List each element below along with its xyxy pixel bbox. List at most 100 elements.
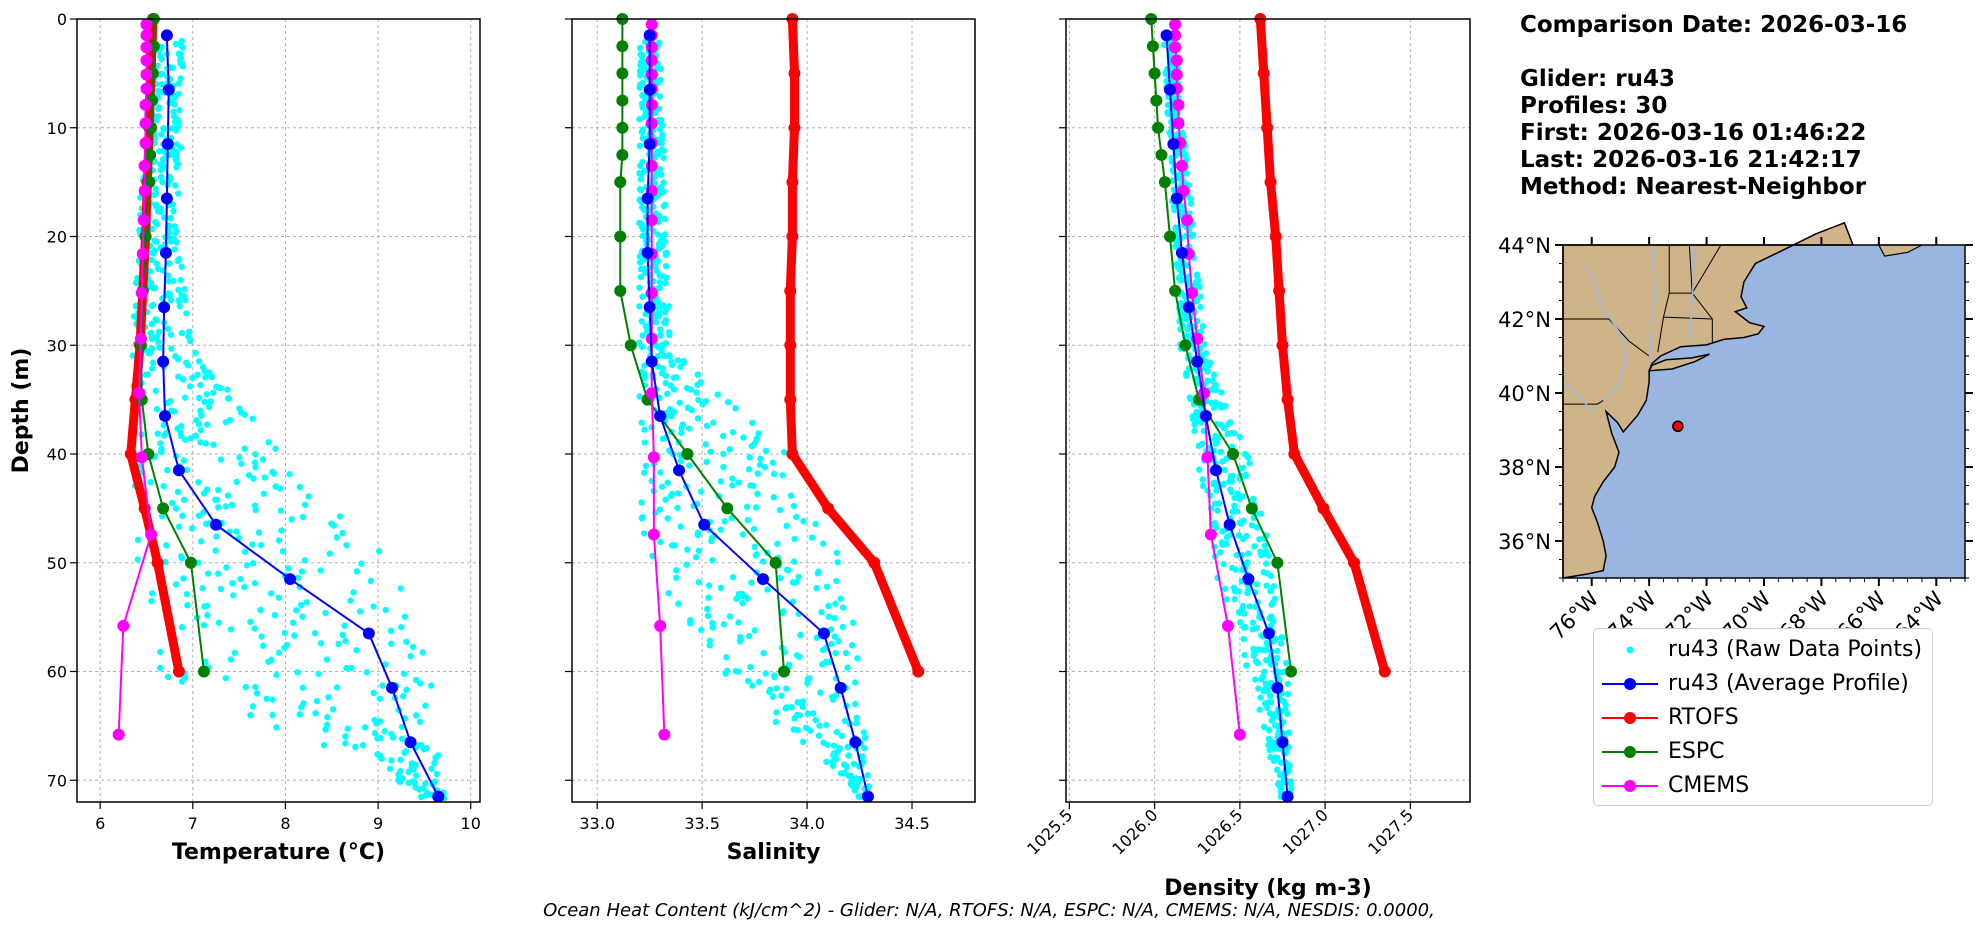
raw-data-point	[249, 541, 256, 548]
raw-data-point	[853, 714, 860, 721]
raw-data-point	[666, 352, 673, 360]
raw-data-point	[1209, 377, 1216, 384]
glider-point	[1182, 301, 1195, 314]
raw-data-point	[745, 632, 753, 640]
raw-data-point	[291, 632, 298, 639]
raw-data-point	[296, 483, 303, 491]
raw-data-point	[637, 187, 645, 194]
raw-data-point	[156, 148, 163, 155]
espc-point	[1146, 40, 1159, 53]
legend-item-raw: ru43 (Raw Data Points)	[1600, 635, 1930, 665]
raw-data-point	[744, 677, 752, 685]
cmems-point	[136, 247, 149, 260]
raw-data-point	[655, 39, 663, 46]
x-tick-label: 8	[280, 814, 290, 833]
espc-point	[184, 556, 197, 569]
raw-data-point	[1183, 170, 1190, 177]
raw-data-point	[1257, 694, 1264, 701]
raw-data-point	[833, 577, 840, 585]
raw-data-point	[754, 490, 761, 498]
raw-data-point	[273, 724, 280, 731]
raw-data-point	[1262, 560, 1270, 567]
raw-data-point	[1239, 464, 1247, 471]
raw-data-point	[160, 421, 167, 429]
raw-data-point	[200, 621, 208, 629]
raw-data-point	[1189, 416, 1197, 423]
raw-data-point	[275, 537, 283, 544]
raw-data-point	[177, 422, 185, 430]
raw-data-point	[1272, 722, 1279, 729]
raw-data-point	[1228, 564, 1236, 572]
raw-data-point	[661, 238, 669, 245]
raw-data-point	[281, 629, 289, 637]
raw-data-point	[1284, 680, 1292, 688]
raw-data-point	[1212, 432, 1219, 440]
raw-data-point	[299, 613, 306, 620]
raw-data-point	[841, 717, 849, 725]
raw-data-point	[179, 376, 187, 383]
raw-data-point	[257, 541, 265, 549]
raw-data-point	[186, 337, 194, 345]
raw-data-point	[326, 550, 334, 557]
raw-data-point	[148, 320, 156, 328]
raw-data-point	[371, 730, 379, 737]
glider-point	[1191, 355, 1204, 368]
glider-point	[654, 409, 667, 422]
raw-data-point	[156, 344, 163, 351]
raw-data-point	[1240, 635, 1248, 643]
raw-data-point	[173, 164, 180, 171]
raw-data-point	[178, 624, 186, 631]
raw-data-point	[695, 578, 703, 586]
raw-data-point	[673, 567, 680, 574]
raw-data-point	[759, 558, 767, 565]
raw-data-point	[747, 482, 754, 489]
raw-data-point	[732, 404, 739, 412]
raw-data-point	[1210, 371, 1218, 379]
raw-data-point	[134, 536, 142, 544]
raw-data-point	[862, 734, 869, 742]
raw-data-point	[639, 293, 646, 300]
raw-data-point	[674, 357, 682, 364]
raw-data-point	[222, 674, 230, 682]
cmems-point	[645, 387, 658, 400]
raw-data-point	[678, 429, 685, 437]
raw-data-point	[231, 649, 238, 657]
raw-data-point	[1271, 745, 1279, 752]
raw-data-point	[323, 656, 331, 663]
raw-data-point	[241, 548, 249, 556]
raw-data-point	[658, 345, 665, 352]
raw-data-point	[158, 173, 165, 181]
raw-data-point	[1169, 177, 1176, 184]
raw-data-point	[1256, 706, 1263, 713]
glider-point	[834, 681, 847, 694]
raw-data-point	[370, 603, 377, 610]
raw-data-point	[1224, 421, 1232, 428]
x-tick-label: 33.0	[579, 814, 615, 833]
raw-data-point	[227, 626, 235, 633]
raw-data-point	[664, 390, 671, 398]
raw-data-point	[251, 625, 258, 632]
rtofs-point	[1348, 556, 1361, 569]
raw-data-point	[148, 365, 156, 372]
raw-data-point	[174, 488, 182, 496]
raw-data-point	[252, 683, 259, 691]
raw-data-point	[1233, 508, 1241, 515]
raw-data-point	[253, 690, 261, 697]
river	[1585, 263, 1627, 401]
cmems-point	[140, 29, 153, 42]
raw-data-point	[835, 637, 842, 645]
raw-data-point	[1201, 341, 1208, 348]
raw-data-point	[636, 196, 643, 203]
raw-data-point	[200, 509, 207, 516]
raw-data-point	[229, 579, 236, 587]
raw-data-point	[1262, 684, 1269, 692]
x-axis-label: Temperature (°C)	[172, 840, 385, 865]
raw-data-point	[170, 207, 177, 215]
raw-data-point	[201, 367, 208, 375]
raw-data-point	[683, 561, 690, 568]
state-border	[1663, 316, 1713, 320]
raw-data-point	[224, 395, 232, 402]
raw-data-point	[845, 752, 852, 759]
raw-data-point	[155, 338, 162, 346]
series-rtofs	[1254, 13, 1391, 678]
